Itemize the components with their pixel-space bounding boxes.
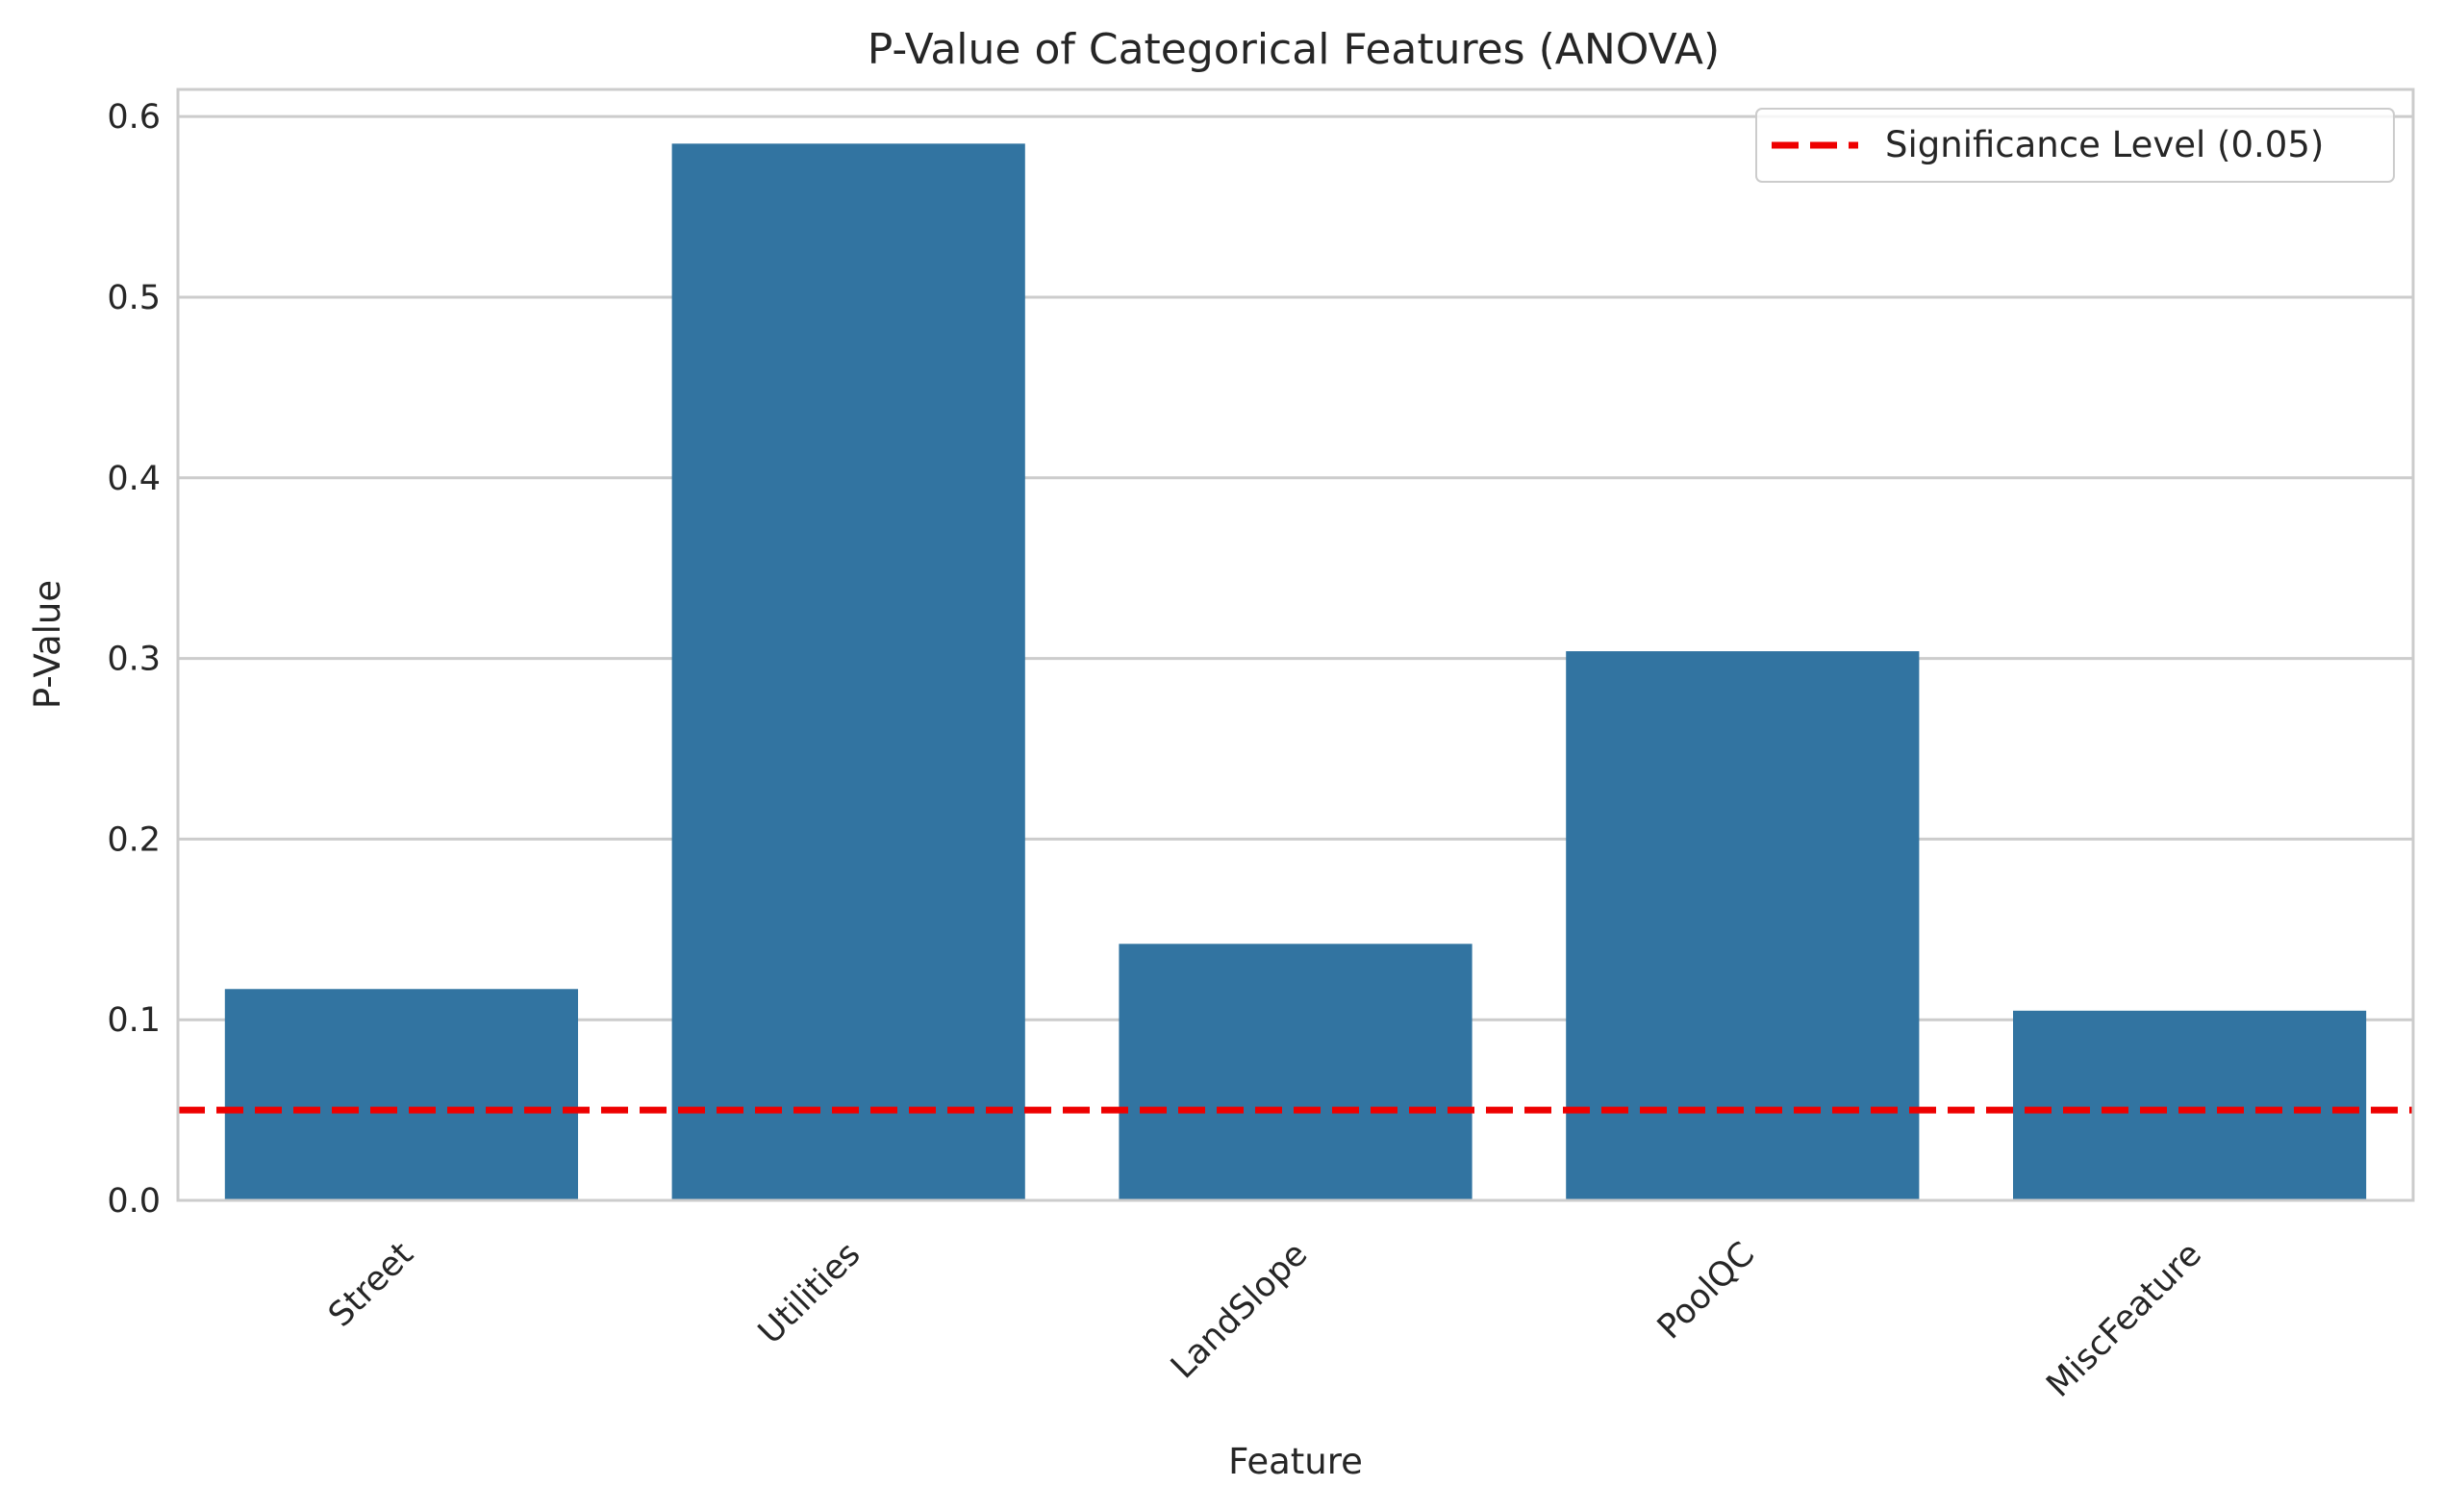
plot-frame: [176, 88, 2415, 1202]
bar-street: [224, 989, 578, 1200]
x-axis-label: Feature: [1228, 1441, 1363, 1482]
legend-box: [1755, 108, 2395, 183]
bar-landslope: [1119, 944, 1473, 1200]
y-tick-label: 0.2: [107, 820, 161, 859]
y-axis-label: P-Value: [27, 580, 68, 709]
x-axis-ticks: Street Utilities LandSlope PoolQC MiscFeatur…: [321, 1235, 2209, 1405]
bar-poolqc: [1566, 651, 1920, 1200]
y-axis-ticks: 0.0 0.1 0.2 0.3 0.4 0.5 0.6: [107, 98, 161, 1221]
y-tick-label: 0.5: [107, 279, 161, 317]
y-tick-label: 0.3: [107, 641, 161, 679]
y-tick-label: 0.6: [107, 98, 161, 137]
y-tick-label: 0.0: [107, 1182, 161, 1221]
legend-label: Significance Level (0.05): [1885, 124, 2324, 165]
bar-miscfeature: [2013, 1010, 2367, 1200]
y-tick-label: 0.1: [107, 1001, 161, 1040]
y-tick-label: 0.4: [107, 460, 161, 498]
bars: [224, 143, 2367, 1201]
bar-utilities: [671, 143, 1025, 1201]
chart-title: P-Value of Categorical Features (ANOVA): [868, 25, 1720, 74]
x-tick-label: Utilities: [751, 1235, 868, 1351]
x-tick-label: Street: [321, 1235, 420, 1334]
x-tick-label: MiscFeature: [2039, 1235, 2209, 1405]
x-tick-label: PoolQC: [1650, 1235, 1762, 1347]
x-tick-label: LandSlope: [1164, 1235, 1315, 1386]
legend: Significance Level (0.05): [1755, 108, 2395, 183]
